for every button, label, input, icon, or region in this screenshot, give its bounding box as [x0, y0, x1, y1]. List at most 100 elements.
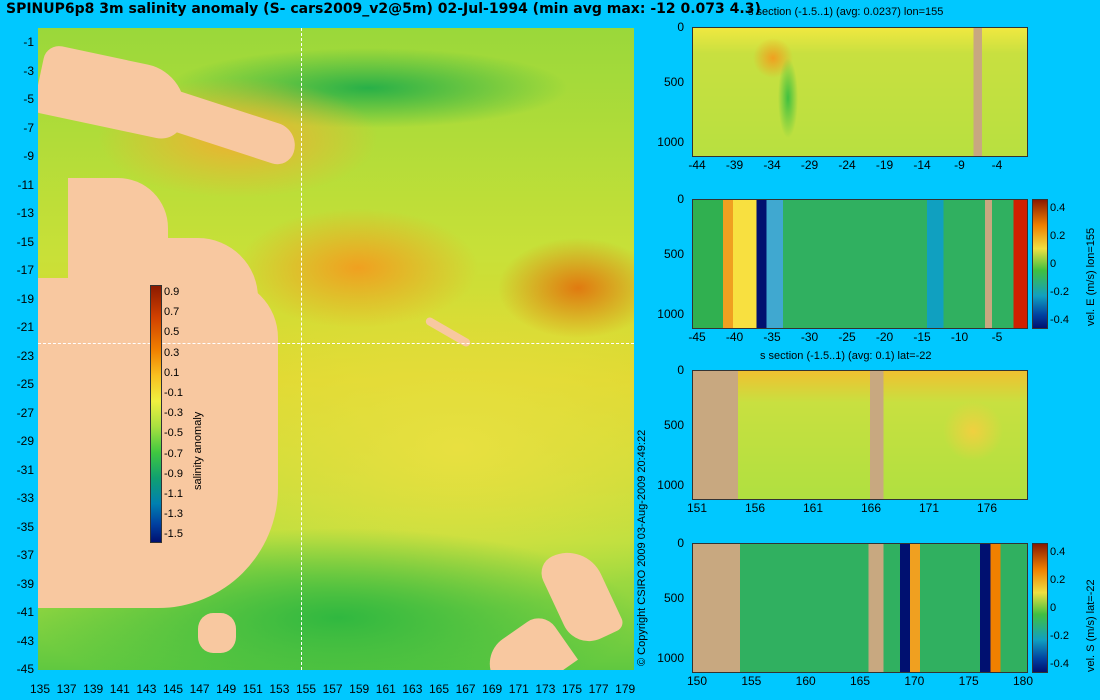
lon-tick: 149: [216, 682, 237, 696]
colorbar-tick: -0.3: [164, 407, 183, 420]
colorbar-tick: 0.5: [164, 326, 180, 339]
panel-1-xtick: -34: [763, 158, 781, 172]
panel-4-colorbar: [1032, 543, 1048, 673]
panel-2-xtick: -30: [800, 330, 819, 344]
panel-2-xtick: -20: [875, 330, 894, 344]
lon-tick: 157: [322, 682, 343, 696]
lon-tick: 167: [455, 682, 476, 696]
colorbar-tick: 0.3: [164, 346, 180, 359]
lon-tick: 147: [189, 682, 210, 696]
panel-3-xtick: 151: [686, 501, 708, 515]
colorbar-tick: -0.5: [164, 427, 183, 440]
lat-tick: -41: [16, 605, 34, 619]
panel-2-xtick: -35: [763, 330, 781, 344]
map-colorbar-gradient: [151, 286, 161, 542]
lon-tick: 169: [482, 682, 503, 696]
plot-title: SPINUP6p8 3m salinity anomaly (S- cars20…: [6, 1, 761, 17]
lat-tick: -7: [23, 120, 34, 135]
panel-3-ytick: 1000: [657, 478, 684, 492]
lat-tick: -29: [16, 434, 34, 448]
lat-tick: -43: [16, 633, 34, 648]
lon-tick: 163: [402, 682, 423, 696]
panel-2-xtick: -40: [725, 330, 744, 344]
colorbar-tick: -1.5: [164, 528, 183, 541]
lat-tick: -35: [16, 519, 34, 534]
land-south-coast: [38, 498, 258, 588]
panel-2-colorbar-tick: -0.2: [1050, 286, 1069, 298]
panel-2-ytick: 1000: [657, 307, 684, 321]
lon-tick: 153: [269, 682, 290, 696]
lon-tick: 161: [375, 682, 396, 696]
panel-4-xtick: 165: [849, 674, 871, 688]
lat-tick: -45: [16, 662, 34, 676]
lat-tick: -1: [23, 35, 34, 49]
panel-3-xtick: 156: [744, 501, 766, 515]
colorbar-tick: -0.7: [164, 447, 183, 460]
panel-1-ytick: 1000: [657, 135, 684, 149]
section-panel-2: [692, 199, 1028, 329]
lon-tick: 151: [242, 682, 263, 696]
land-tasmania: [198, 613, 236, 653]
panel-4-xtick: 175: [958, 674, 979, 688]
panel-1-xtick: -24: [838, 158, 856, 172]
panel-3-ytick: 0: [677, 363, 684, 377]
panel-4-ytick: 1000: [657, 651, 684, 665]
land-new-guinea-tail: [155, 87, 301, 169]
panel-4-colorbar-tick: 0: [1050, 602, 1057, 614]
colorbar-tick: -0.1: [164, 387, 183, 399]
map-colorbar-label: salinity anomaly: [192, 411, 204, 490]
panel-4-xtick: 160: [795, 674, 816, 688]
colorbar-tick: -0.9: [164, 467, 183, 480]
panel-1-xtick: -44: [688, 158, 706, 172]
salinity-map: 0.9 0.7 0.5 0.3 0.1 -0.1 -0.3 -0.5 -0.7 -0.9 -1.1 -…: [38, 28, 634, 670]
lon-tick: 143: [136, 682, 157, 696]
panel-2-colorbar-tick: 0.2: [1050, 230, 1066, 242]
lat-tick: -39: [16, 576, 34, 591]
panel-4-ytick: 500: [663, 591, 684, 605]
panel-4-colorbar-tick: -0.4: [1050, 658, 1069, 670]
land-queensland: [128, 238, 258, 318]
panel-1-ytick: 0: [677, 20, 684, 34]
lon-tick: 179: [615, 682, 636, 696]
colorbar-tick: 0.9: [164, 286, 180, 298]
panel-1-xtick: -4: [991, 158, 1003, 172]
panel-1-ytick: 500: [663, 75, 684, 89]
panel-2-colorbar-tick: -0.4: [1050, 314, 1069, 326]
lat-tick: -33: [16, 491, 34, 505]
lat-tick: -17: [16, 263, 34, 277]
section-panel-1: [692, 27, 1028, 157]
panel-4-xtick: 150: [686, 674, 708, 688]
colorbar-tick: -1.1: [164, 488, 183, 500]
lat-tick: -37: [16, 548, 34, 562]
colorbar-tick: -1.3: [164, 508, 183, 521]
panel-1-xtick: -39: [725, 158, 744, 172]
section-panel-4: [692, 543, 1028, 673]
panel-2-xtick: -15: [913, 330, 931, 344]
panel-2-xtick: -10: [950, 330, 969, 344]
panel-2-ytick: 500: [663, 247, 684, 261]
lat-tick: -11: [17, 177, 34, 192]
lat-tick: -13: [16, 206, 34, 220]
lat-tick: -23: [16, 348, 34, 363]
lat-tick: -15: [16, 234, 34, 249]
lat-tick: -5: [23, 92, 34, 106]
lat-tick: -31: [16, 462, 34, 477]
lon-tick: 165: [428, 682, 450, 696]
panel-2-colorbar-tick: 0: [1050, 258, 1057, 270]
panel-4-xtick: 180: [1012, 674, 1034, 688]
panel-1-xtick: -9: [954, 158, 965, 172]
copyright-text: © Copyright CSIRO 2009 03-Aug-2009 20:49…: [636, 429, 648, 666]
lon-tick: 177: [588, 682, 609, 696]
panel-2-colorbar: [1032, 199, 1048, 329]
panel-4-colorbar-tick: -0.2: [1050, 630, 1069, 642]
panel-4-xtick: 155: [741, 674, 762, 688]
panel-4-colorbar-tick: 0.4: [1050, 546, 1066, 558]
panel-3-ytick: 500: [663, 418, 684, 432]
lat-tick: -9: [23, 149, 34, 163]
panel-2-colorbar-tick: 0.4: [1050, 202, 1066, 214]
lat-tick: -27: [16, 405, 34, 420]
panel-1-xtick: -29: [800, 158, 819, 172]
lon-tick: 171: [508, 682, 529, 696]
crosshair-lon: [301, 28, 302, 670]
panel-1-title: s section (-1.5..1) (avg: 0.0237) lon=15…: [748, 6, 944, 18]
